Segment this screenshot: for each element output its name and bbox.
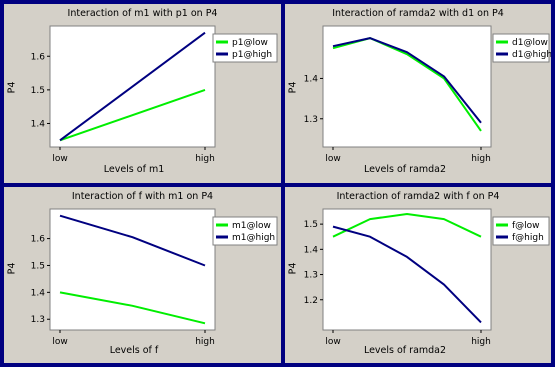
y-tick-label: 1.3 bbox=[31, 315, 45, 325]
x-tick-label: low bbox=[325, 154, 340, 164]
legend-label: f@high bbox=[512, 233, 544, 243]
x-tick-label: low bbox=[325, 337, 340, 347]
series-line bbox=[332, 213, 482, 238]
x-tick-label: low bbox=[52, 154, 67, 164]
series-line bbox=[332, 37, 482, 124]
y-tick-label: 1.4 bbox=[304, 74, 319, 84]
chart-plot: 1.3 1.4 1.5 1.6 low high m1@low m1@high bbox=[31, 208, 278, 347]
y-tick-label: 1.3 bbox=[304, 115, 318, 125]
legend-label: p1@low bbox=[232, 38, 268, 48]
y-tick-label: 1.5 bbox=[304, 220, 318, 230]
legend-label: p1@high bbox=[232, 50, 272, 60]
chart-plot: 1.4 1.5 1.6 low high p1@low p1@high bbox=[31, 25, 278, 164]
legend-label: m1@high bbox=[232, 233, 275, 243]
series-line bbox=[59, 31, 206, 142]
legend-label: d1@low bbox=[512, 38, 548, 48]
legend-box bbox=[492, 216, 550, 246]
plot-area bbox=[49, 208, 216, 331]
chart-title: Interaction of m1 with p1 on P4 bbox=[67, 8, 218, 19]
legend-label: m1@low bbox=[232, 221, 271, 231]
y-tick-label: 1.4 bbox=[31, 119, 46, 129]
legend-label: d1@high bbox=[512, 50, 551, 60]
y-tick-label: 1.5 bbox=[31, 86, 45, 96]
chart-panel-1: Interaction of m1 with p1 on P4 P4 Level… bbox=[4, 4, 281, 183]
chart-panel-3: Interaction of f with m1 on P4 P4 Levels… bbox=[4, 187, 281, 363]
plot-area bbox=[322, 25, 492, 148]
x-axis-label: Levels of ramda2 bbox=[363, 345, 447, 356]
chart-panel-2: Interaction of ramda2 with d1 on P4 P4 L… bbox=[285, 4, 551, 183]
y-tick-label: 1.6 bbox=[31, 235, 46, 245]
chart-title: Interaction of f with m1 on P4 bbox=[71, 191, 214, 202]
chart-plot: 1.2 1.3 1.4 1.5 low high f@low f@high bbox=[304, 208, 550, 347]
x-tick-label: high bbox=[471, 154, 491, 164]
y-tick-label: 1.4 bbox=[304, 245, 319, 255]
series-line bbox=[332, 225, 482, 324]
series-line bbox=[59, 88, 206, 142]
y-tick-label: 1.5 bbox=[31, 261, 45, 271]
x-tick-label: high bbox=[195, 337, 215, 347]
legend-label: f@low bbox=[512, 221, 540, 231]
series-line bbox=[59, 291, 206, 325]
y-tick-label: 1.4 bbox=[31, 288, 46, 298]
chart-panel-4: Interaction of ramda2 with f on P4 P4 Le… bbox=[285, 187, 551, 363]
y-tick-label: 1.2 bbox=[304, 296, 318, 306]
legend-box bbox=[492, 33, 550, 63]
x-tick-label: high bbox=[471, 337, 491, 347]
y-tick-label: 1.6 bbox=[31, 52, 46, 62]
legend-box bbox=[212, 33, 278, 63]
plot-area bbox=[322, 208, 492, 331]
y-tick-label: 1.3 bbox=[304, 271, 318, 281]
chart-plot: 1.3 1.4 low high d1@low d1@high bbox=[304, 25, 551, 164]
chart-title: Interaction of ramda2 with d1 on P4 bbox=[332, 8, 504, 19]
chart-title: Interaction of ramda2 with f on P4 bbox=[336, 191, 500, 202]
x-tick-label: high bbox=[195, 154, 215, 164]
series-line bbox=[59, 214, 206, 267]
x-axis-label: Levels of m1 bbox=[103, 164, 165, 175]
legend-box bbox=[212, 216, 278, 246]
x-axis-label: Levels of ramda2 bbox=[363, 164, 447, 175]
x-tick-label: low bbox=[52, 337, 67, 347]
x-axis-label: Levels of f bbox=[109, 345, 159, 356]
